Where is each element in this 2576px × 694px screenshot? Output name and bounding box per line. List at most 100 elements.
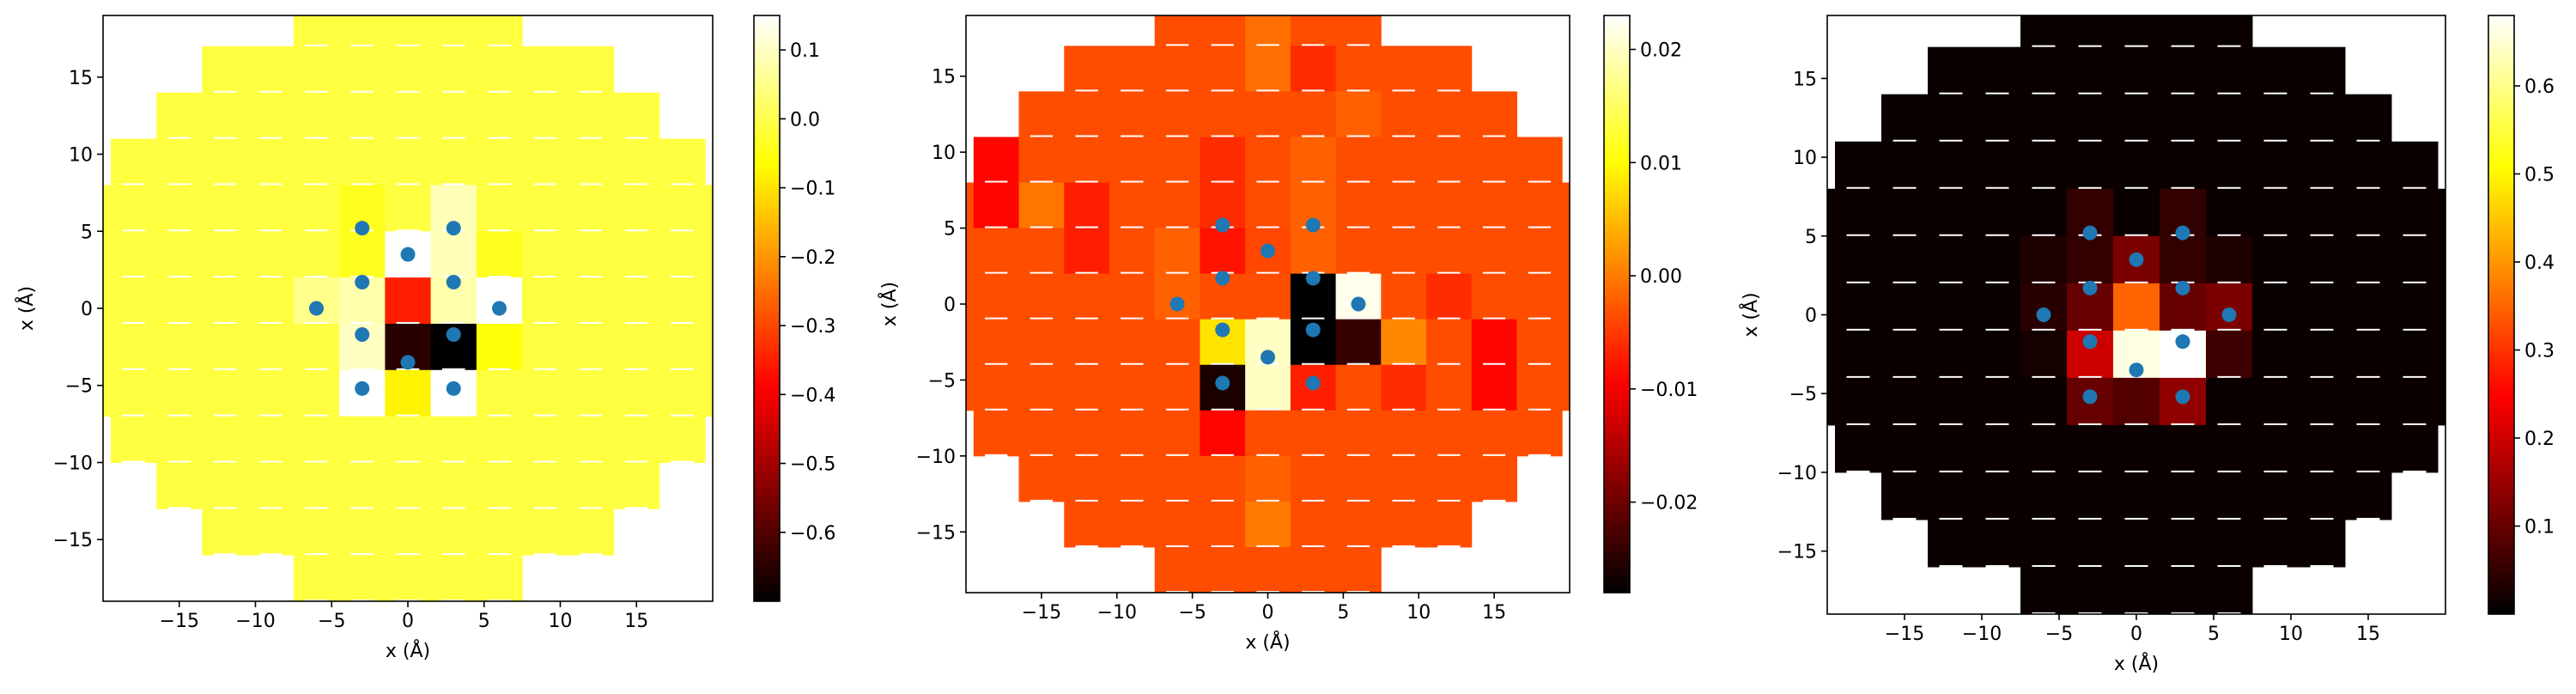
heatmap-cell — [476, 46, 523, 94]
heatmap-cell — [103, 369, 112, 417]
heatmap-cell — [1471, 455, 1517, 502]
heatmap-cell — [1974, 377, 2021, 426]
heatmap-cell — [1154, 15, 1200, 46]
heatmap-cell — [2299, 472, 2346, 520]
colorbar-gradient — [2488, 15, 2514, 614]
data-point — [355, 327, 370, 343]
heatmap-cell — [1381, 501, 1427, 548]
tile-gap — [939, 409, 962, 413]
heatmap-cell — [1381, 455, 1427, 502]
heatmap-cell — [1562, 182, 1570, 229]
heatmap-cell — [1471, 228, 1517, 275]
tile-gap — [716, 415, 739, 419]
heatmap-cell — [2113, 46, 2160, 95]
heatmap-cell — [2113, 424, 2160, 473]
heatmap-cell — [1200, 410, 1246, 457]
heatmap-cell — [1426, 228, 1473, 275]
heatmap-cell — [1290, 137, 1337, 184]
tile-gap — [1075, 545, 1098, 550]
heatmap-cell — [659, 231, 706, 278]
heatmap-cell — [2252, 424, 2300, 473]
data-point — [2129, 252, 2144, 267]
heatmap-cell — [293, 462, 340, 509]
x-tick-label: −10 — [1962, 624, 2002, 645]
heatmap-cell — [2020, 15, 2068, 48]
heatmap-cell — [339, 138, 386, 186]
heatmap-cell — [1974, 141, 2021, 190]
tile-gap — [2217, 612, 2241, 614]
heatmap-cell — [568, 369, 615, 417]
heatmap-cell — [2391, 141, 2439, 190]
tile-layer — [1801, 15, 2473, 614]
heatmap-cell — [2067, 424, 2114, 473]
heatmap-cell — [2299, 188, 2346, 237]
heatmap-cell — [2299, 94, 2346, 143]
heatmap-cell — [613, 369, 660, 417]
heatmap-cell — [1426, 182, 1473, 229]
y-tick-label: 0 — [1805, 306, 1817, 327]
heatmap-cell — [430, 15, 477, 47]
tile-gap — [1801, 282, 1824, 286]
tile-gap — [213, 553, 237, 558]
heatmap-cell — [1562, 319, 1570, 366]
heatmap-cell — [293, 15, 340, 47]
heatmap-cell — [247, 185, 295, 232]
tile-gap — [2450, 234, 2473, 239]
heatmap-cell — [1018, 455, 1065, 502]
heatmap-cell — [613, 462, 660, 509]
heatmap-cell — [1928, 330, 1975, 379]
heatmap-cell — [2299, 141, 2346, 190]
heatmap-cell — [247, 369, 295, 417]
heatmap-cell — [2067, 141, 2114, 190]
heatmap-cell — [1562, 228, 1570, 275]
heatmap-cell — [1835, 424, 1882, 473]
heatmap-cell — [2391, 424, 2439, 473]
heatmap-cell — [1245, 137, 1291, 184]
heatmap-cell — [1064, 364, 1110, 411]
heatmap-cell — [430, 92, 477, 140]
y-tick-label: 5 — [81, 222, 93, 243]
heatmap-cell — [1974, 46, 2021, 95]
heatmap-cell — [2160, 46, 2207, 95]
heatmap-cell — [2020, 46, 2068, 95]
tile-gap — [1121, 545, 1144, 550]
heatmap-cell — [385, 277, 432, 325]
data-point — [1305, 322, 1321, 338]
heatmap-cell — [247, 46, 295, 94]
heatmap-cell — [568, 416, 615, 463]
heatmap-cell — [1290, 228, 1337, 275]
heatmap-cell — [1290, 455, 1337, 502]
heatmap-cell — [1245, 546, 1291, 593]
heatmap-cell — [1200, 91, 1246, 137]
heatmap-cell — [1109, 410, 1156, 457]
colorbar-tick-label: 0.1 — [2524, 517, 2555, 539]
heatmap-cell — [1245, 46, 1291, 92]
heatmap-cell — [1928, 519, 1975, 568]
colorbar-tick-label: −0.5 — [790, 454, 835, 476]
heatmap-cell — [2067, 46, 2114, 95]
tile-gap — [1801, 329, 1824, 333]
data-point — [2082, 389, 2098, 405]
heatmap-cell — [339, 92, 386, 140]
heatmap-cell — [339, 46, 386, 94]
heatmap-cell — [2252, 283, 2300, 332]
heatmap-cell — [1426, 91, 1473, 137]
heatmap-cell — [1426, 273, 1473, 320]
heatmap-cell — [973, 319, 1020, 366]
data-point — [1305, 271, 1321, 286]
heatmap-cell — [476, 277, 523, 325]
data-point — [2129, 362, 2144, 378]
x-tick-label: 15 — [624, 611, 648, 632]
heatmap-cell — [1245, 91, 1291, 137]
heatmap-cell — [1018, 137, 1065, 184]
heatmap-cell — [2067, 519, 2114, 568]
tile-gap — [1801, 376, 1824, 380]
heatmap-cell — [103, 323, 112, 371]
colorbar-frame — [753, 15, 781, 602]
x-tick-label: −10 — [235, 611, 275, 632]
colorbar-tick-label: −0.6 — [790, 523, 835, 545]
heatmap-cell — [568, 46, 615, 94]
heatmap-cell — [385, 138, 432, 186]
heatmap-cell — [339, 462, 386, 509]
heatmap-cell — [1516, 273, 1563, 320]
